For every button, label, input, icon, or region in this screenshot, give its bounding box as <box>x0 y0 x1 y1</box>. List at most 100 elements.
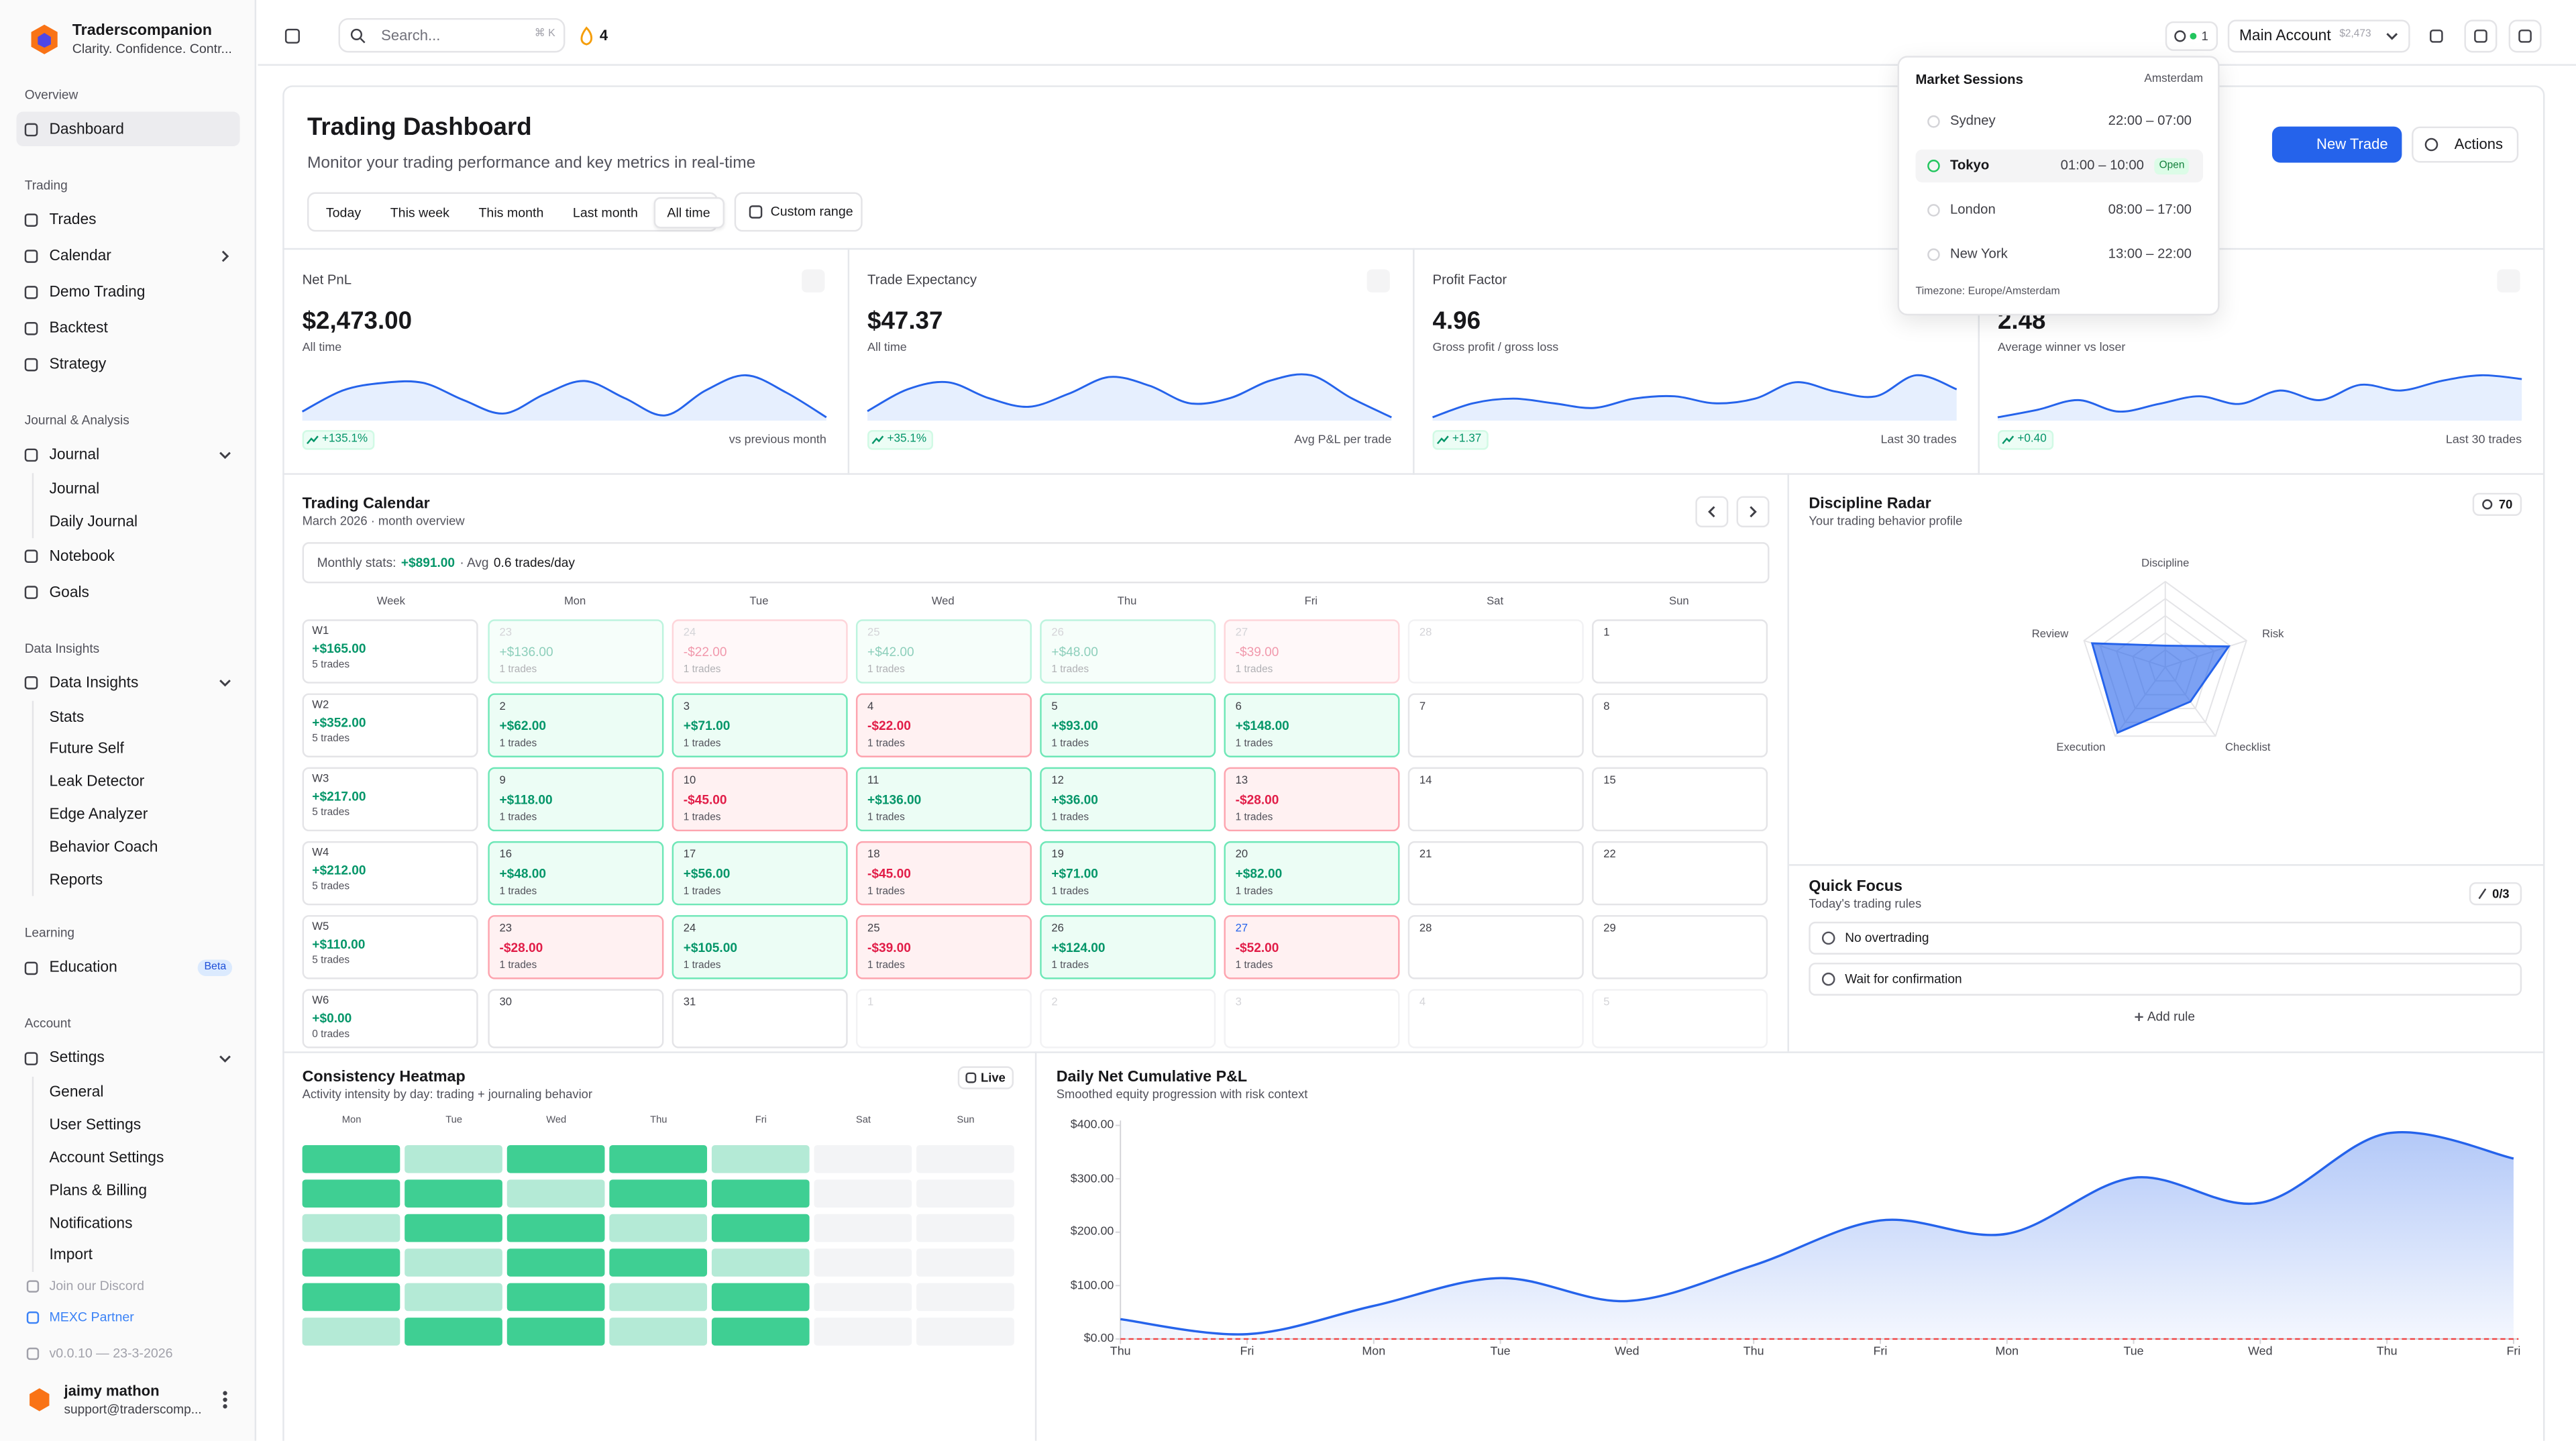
calendar-prev[interactable] <box>1695 496 1729 528</box>
footer-link[interactable]: Join our Discord <box>49 1278 145 1293</box>
x-tick-label: Fri <box>2506 1343 2521 1358</box>
popup-location: Amsterdam <box>2144 73 2204 85</box>
day-number: 4 <box>1419 997 1426 1009</box>
rule-row[interactable] <box>1809 921 2522 955</box>
day-cell[interactable]: 10 -$45.00 1 trades <box>672 767 848 832</box>
day-cell[interactable]: 20 +$82.00 1 trades <box>1224 841 1400 906</box>
day-trades: 1 trades <box>867 886 905 898</box>
header-icon-button[interactable] <box>2464 19 2498 53</box>
rule-row[interactable] <box>1809 963 2522 996</box>
day-cell[interactable]: 13 -$28.00 1 trades <box>1224 767 1400 832</box>
range-button[interactable]: Today <box>325 204 362 219</box>
icon <box>26 1311 40 1324</box>
day-pnl: -$22.00 <box>683 644 727 659</box>
day-number: 4 <box>867 701 874 713</box>
day-cell[interactable]: 18 -$45.00 1 trades <box>855 841 1032 906</box>
nav-item[interactable] <box>16 111 240 146</box>
day-number: 14 <box>1419 775 1432 787</box>
day-cell[interactable]: 15 <box>1592 767 1768 832</box>
add-rule[interactable]: Add rule <box>2147 1009 2195 1024</box>
day-trades: 1 trades <box>499 663 537 676</box>
sessions-pill[interactable] <box>2165 21 2218 51</box>
calendar-next[interactable] <box>1736 496 1770 528</box>
day-number: 29 <box>1603 923 1616 935</box>
day-number: 1 <box>1603 627 1610 639</box>
day-cell[interactable]: 1 <box>855 989 1032 1049</box>
heatmap-cell <box>711 1248 810 1277</box>
nav-badge: Beta <box>197 960 233 977</box>
day-cell[interactable]: 26 +$124.00 1 trades <box>1040 915 1216 979</box>
day-cell[interactable]: 14 <box>1407 767 1584 832</box>
day-cell[interactable]: 9 +$118.00 1 trades <box>488 767 664 832</box>
day-cell[interactable]: 5 +$93.00 1 trades <box>1040 693 1216 757</box>
day-cell[interactable]: 3 +$71.00 1 trades <box>672 693 848 757</box>
footer-link[interactable]: MEXC Partner <box>49 1310 134 1325</box>
weekday-header: Sat <box>1487 596 1504 608</box>
day-cell[interactable]: 17 +$56.00 1 trades <box>672 841 848 906</box>
icon <box>284 28 300 44</box>
stat-foot: Last 30 trades <box>1880 431 1957 447</box>
day-cell[interactable]: 23 +$136.00 1 trades <box>488 619 664 684</box>
day-number: 11 <box>867 775 879 787</box>
day-cell[interactable]: 30 <box>488 989 664 1049</box>
day-cell[interactable]: 3 <box>1224 989 1400 1049</box>
actions-button[interactable] <box>2412 126 2519 163</box>
header-icon-button[interactable] <box>2420 19 2453 53</box>
day-cell[interactable]: 21 <box>1407 841 1584 906</box>
calendar-subtitle: March 2026 · month overview <box>302 513 465 529</box>
range-button[interactable]: Last month <box>572 204 638 219</box>
day-cell[interactable]: 5 <box>1592 989 1768 1049</box>
day-cell[interactable]: 27 -$52.00 1 trades <box>1224 915 1400 979</box>
day-cell[interactable]: 12 +$36.00 1 trades <box>1040 767 1216 832</box>
day-cell[interactable]: 28 <box>1407 915 1584 979</box>
day-cell[interactable]: 1 <box>1592 619 1768 684</box>
range-button[interactable]: This week <box>390 204 449 219</box>
day-cell[interactable]: 8 <box>1592 693 1768 757</box>
day-pnl: -$52.00 <box>1235 940 1279 955</box>
new-trade-button[interactable] <box>2271 126 2402 163</box>
search-box[interactable] <box>338 17 566 53</box>
day-trades: 1 trades <box>499 738 537 750</box>
day-cell[interactable]: 29 <box>1592 915 1768 979</box>
day-cell[interactable]: 16 +$48.00 1 trades <box>488 841 664 906</box>
day-cell[interactable]: 4 -$22.00 1 trades <box>855 693 1032 757</box>
radar-axis-label: Discipline <box>2141 558 2190 570</box>
day-cell[interactable]: 2 <box>1040 989 1216 1049</box>
day-cell[interactable]: 28 <box>1407 619 1584 684</box>
pnl-plot <box>1115 1120 2519 1344</box>
day-cell[interactable]: 24 -$22.00 1 trades <box>672 619 848 684</box>
account-select[interactable] <box>2227 19 2410 53</box>
icon <box>2424 138 2438 152</box>
day-cell[interactable]: 7 <box>1407 693 1584 757</box>
day-cell[interactable]: 25 +$42.00 1 trades <box>855 619 1032 684</box>
day-cell[interactable]: 31 <box>672 989 848 1049</box>
chevron <box>219 451 231 460</box>
x-tick-label: Fri <box>1873 1343 1888 1358</box>
footer-link[interactable]: v0.0.10 — 23-3-2026 <box>49 1346 173 1361</box>
day-cell[interactable]: 26 +$48.00 1 trades <box>1040 619 1216 684</box>
range-button[interactable]: All time <box>653 196 724 228</box>
day-cell[interactable]: 6 +$148.00 1 trades <box>1224 693 1400 757</box>
heatmap-cell <box>916 1179 1014 1208</box>
weekday-header: Thu <box>1117 596 1137 608</box>
day-cell[interactable]: 19 +$71.00 1 trades <box>1040 841 1216 906</box>
day-trades: 1 trades <box>1051 886 1089 898</box>
chevron <box>219 1055 231 1063</box>
header-icon-button[interactable] <box>2508 19 2542 53</box>
day-cell[interactable]: 24 +$105.00 1 trades <box>672 915 848 979</box>
day-cell[interactable]: 4 <box>1407 989 1584 1049</box>
icon <box>2430 30 2443 43</box>
day-cell[interactable]: 23 -$28.00 1 trades <box>488 915 664 979</box>
day-cell[interactable]: 11 +$136.00 1 trades <box>855 767 1032 832</box>
custom-range-button[interactable] <box>734 192 863 232</box>
day-pnl: -$22.00 <box>867 718 911 734</box>
day-cell[interactable]: 27 -$39.00 1 trades <box>1224 619 1400 684</box>
range-button[interactable]: This month <box>478 204 544 219</box>
week-cell <box>302 915 478 979</box>
day-number: 16 <box>499 849 513 861</box>
day-cell[interactable]: 2 +$62.00 1 trades <box>488 693 664 757</box>
session-name: New York <box>1949 244 2008 262</box>
user-email: support@traderscomp... <box>64 1401 202 1417</box>
day-cell[interactable]: 22 <box>1592 841 1768 906</box>
day-cell[interactable]: 25 -$39.00 1 trades <box>855 915 1032 979</box>
